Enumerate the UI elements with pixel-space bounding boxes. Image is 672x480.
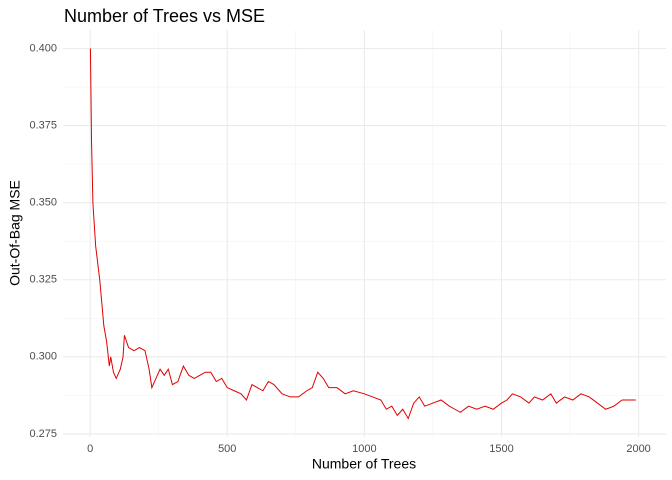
x-axis-title: Number of Trees [312, 456, 416, 472]
x-tick-label: 0 [87, 443, 93, 455]
y-tick-label: 0.325 [29, 274, 57, 286]
y-tick-label: 0.275 [29, 428, 57, 440]
chart-title: Number of Trees vs MSE [64, 6, 265, 26]
x-tick-label: 2000 [626, 443, 650, 455]
x-tick-label: 1000 [352, 443, 376, 455]
y-tick-label: 0.300 [29, 351, 57, 363]
x-tick-label: 500 [218, 443, 236, 455]
data-line [89, 48, 636, 420]
y-tick-label: 0.375 [29, 119, 57, 131]
y-tick-label: 0.400 [29, 42, 57, 54]
y-axis-title: Out-Of-Bag MSE [7, 180, 23, 286]
y-tick-label: 0.350 [29, 197, 57, 209]
x-tick-label: 1500 [489, 443, 513, 455]
